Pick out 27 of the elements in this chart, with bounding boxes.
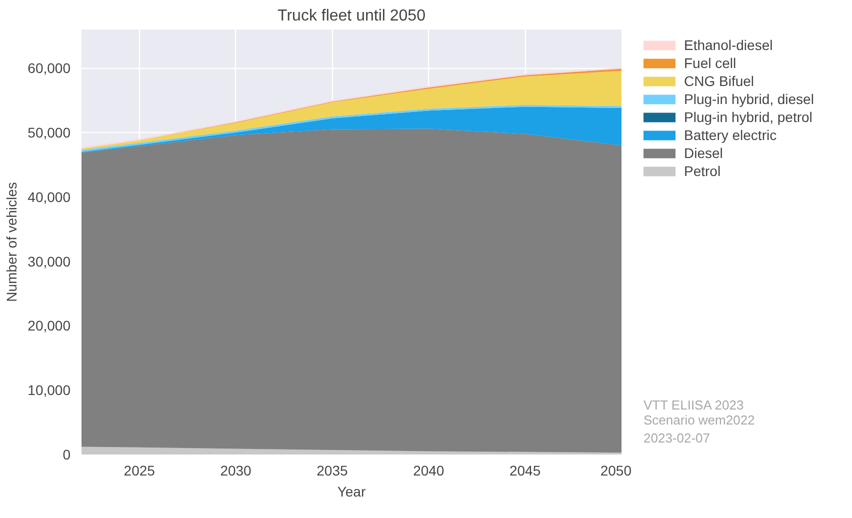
chart-title: Truck fleet until 2050 [278,8,426,24]
text: Scenario wem2022 [644,412,755,428]
text: VTT ELIISA 2023 [644,398,744,412]
legend-label: Diesel [684,145,723,161]
x-tick-label: 2025 [124,462,156,478]
legend-label: Plug-in hybrid, petrol [684,109,812,125]
legend-label: Plug-in hybrid, diesel [684,91,814,107]
y-tick-label: 20,000 [28,318,71,334]
y-tick-label: 60,000 [28,60,71,76]
x-tick-label: 2050 [600,462,632,478]
legend-label: CNG Bifuel [684,73,754,89]
x-tick-label: 2030 [220,462,252,478]
legend-label: Fuel cell [684,55,736,71]
y-tick-label: 40,000 [28,188,71,205]
legend-label: Ethanol-diesel [684,37,773,53]
x-tick-label: 2035 [316,462,348,478]
y-tick-label: 50,000 [28,124,71,141]
y-tick-label: 0 [62,446,71,462]
legend-label: Battery electric [684,127,777,143]
x-tick-label: 2045 [510,462,541,478]
legend-label: Petrol [684,163,721,179]
text: 2023-02-07 [644,430,710,446]
y-tick-label: 10,000 [28,382,71,398]
y-tick-label: 30,000 [28,253,71,270]
x-axis-title: Year [337,484,366,500]
x-tick-label: 2040 [413,462,444,478]
y-axis-title: Number of vehicles [4,182,20,302]
